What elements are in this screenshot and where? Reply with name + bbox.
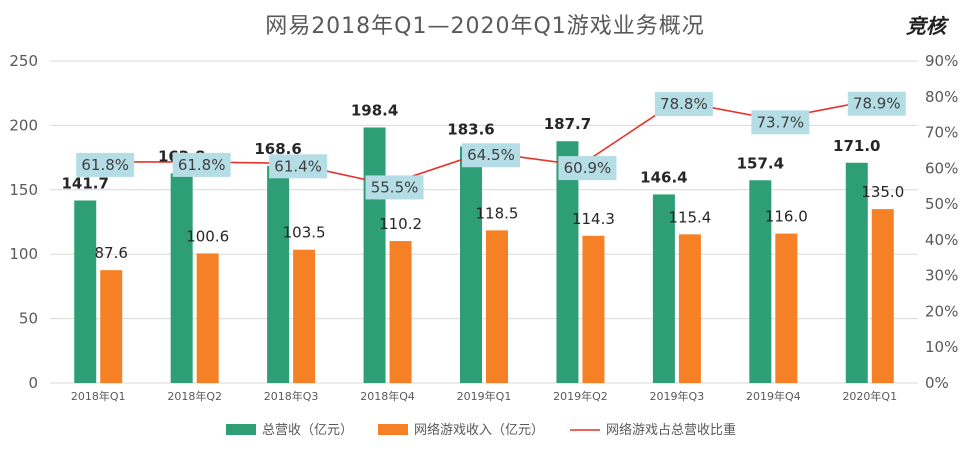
data-label-total-revenue: 187.7 [544,115,591,133]
x-tick-label: 2019年Q3 [650,389,705,403]
data-label-game-revenue: 87.6 [95,244,128,262]
data-label-total-revenue: 157.4 [737,154,784,172]
y-right-tick-label: 20% [925,302,958,320]
x-tick-label: 2018年Q2 [167,389,222,403]
data-label-ratio: 61.8% [81,156,129,174]
data-label-ratio: 78.9% [853,95,901,113]
data-label-ratio-box [462,143,520,168]
x-tick-label: 2019年Q4 [746,389,801,403]
y-right-tick-label: 40% [925,231,958,249]
x-tick-label: 2020年Q1 [842,389,897,403]
y-right-tick-label: 90% [925,52,958,70]
data-label-game-revenue: 135.0 [861,183,904,201]
x-tick-label: 2018年Q3 [264,389,319,403]
legend-label-ratio: 网络游戏占总营收比重 [606,422,736,438]
data-label-total-revenue: 198.4 [351,101,398,119]
bar-game-revenue [582,235,605,383]
chart-title: 网易2018年Q1—2020年Q1游戏业务概况 [265,14,705,39]
legend-label-game-revenue: 网络游戏收入（亿元） [414,422,544,438]
data-label-total-revenue: 146.4 [640,168,687,186]
data-label-ratio-box [654,92,713,117]
data-label-ratio: 61.4% [274,157,322,175]
x-tick-label: 2018年Q4 [360,389,415,403]
y-right-tick-label: 60% [925,159,958,177]
data-label-ratio: 78.8% [660,95,708,113]
data-label-game-revenue: 110.2 [379,215,422,233]
x-tick-label: 2019年Q2 [553,389,608,403]
legend-swatch-game-revenue [378,424,408,435]
legend-label-total-revenue: 总营收（亿元） [262,423,353,438]
data-label-ratio-box [558,156,617,181]
data-label-total-revenue: 168.6 [254,140,301,158]
data-label-ratio: 55.5% [371,178,419,196]
data-label-total-revenue: 183.6 [447,121,494,139]
data-label-game-revenue: 116.0 [765,208,808,226]
x-tick-label: 2018年Q1 [71,389,126,403]
y-right-tick-label: 80% [925,88,958,106]
data-label-ratio-box [172,152,231,177]
data-label-game-revenue: 115.4 [668,208,711,226]
bar-total-revenue [845,162,868,383]
data-label-ratio: 61.8% [178,156,226,174]
x-tick-label: 2019年Q1 [457,389,512,403]
data-label-game-revenue: 118.5 [476,204,519,222]
bar-game-revenue [678,234,701,383]
bar-total-revenue [267,165,290,383]
y-left-tick-label: 100 [9,245,38,263]
y-right-tick-label: 50% [925,195,958,213]
bar-total-revenue [363,127,386,383]
data-label-ratio-box [751,110,810,135]
legend-swatch-total-revenue [226,424,256,435]
data-label-game-revenue: 100.6 [186,227,229,245]
bar-total-revenue [170,173,193,383]
y-left-tick-label: 250 [9,52,38,70]
bar-game-revenue [486,230,508,383]
bar-total-revenue [74,200,97,383]
y-right-tick-label: 10% [925,338,958,356]
y-right-tick-label: 0% [925,374,949,392]
data-label-ratio-box [269,154,328,179]
bar-game-revenue [196,253,219,383]
y-left-tick-label: 0 [28,374,38,392]
data-label-total-revenue: 141.7 [61,174,108,192]
bar-total-revenue [749,180,772,383]
y-right-tick-label: 70% [925,124,958,142]
bar-total-revenue [652,194,675,383]
bar-total-revenue [460,146,482,383]
data-label-ratio: 73.7% [757,113,805,131]
logo: 竞核 [906,14,946,38]
data-label-ratio: 64.5% [467,146,515,164]
data-label-ratio-box [847,91,906,116]
data-label-ratio-box [365,175,424,200]
bar-game-revenue [293,249,316,383]
bar-game-revenue [775,233,798,383]
data-label-ratio-box [76,152,135,177]
y-left-tick-label: 150 [9,181,38,199]
bar-game-revenue [871,209,894,383]
data-label-game-revenue: 103.5 [283,224,326,242]
y-left-tick-label: 50 [19,310,38,328]
bar-game-revenue [389,241,412,383]
data-label-game-revenue: 114.3 [572,210,615,228]
bar-total-revenue [556,141,579,383]
y-right-tick-label: 30% [925,267,958,285]
y-left-tick-label: 200 [9,116,38,134]
bar-game-revenue [100,270,123,383]
data-label-total-revenue: 171.0 [833,137,880,155]
data-label-ratio: 60.9% [564,159,612,177]
